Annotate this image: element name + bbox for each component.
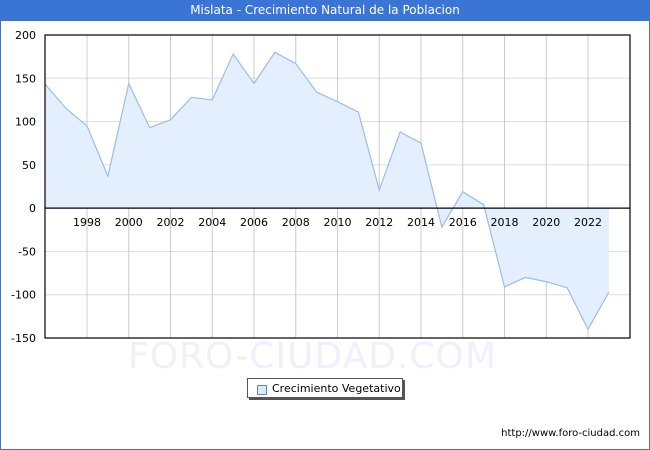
y-tick-label: -150	[11, 332, 36, 345]
legend-label: Crecimiento Vegetativo	[272, 382, 401, 395]
x-tick-label: 2012	[365, 216, 393, 229]
source-url: http://www.foro-ciudad.com	[501, 428, 640, 439]
y-tick-label: -50	[18, 245, 36, 258]
data-line	[44, 51, 610, 331]
watermark: FORO-CIUDAD.COM	[128, 336, 497, 377]
plot-border	[44, 34, 631, 339]
x-tick-label: 2006	[240, 216, 268, 229]
x-tick-label: 2008	[282, 216, 310, 229]
watermark-part2: CIUDAD.COM	[249, 336, 497, 377]
y-tick-label: 0	[29, 202, 36, 215]
x-tick-label: 2022	[574, 216, 602, 229]
x-tick-label: 2000	[115, 216, 143, 229]
y-tick-label: 50	[22, 159, 36, 172]
x-tick-label: 2010	[324, 216, 352, 229]
axes	[44, 34, 631, 339]
y-tick-label: 100	[15, 116, 36, 129]
x-tick-label: 2018	[491, 216, 519, 229]
square-swatch-icon	[257, 385, 267, 395]
y-tick-label: 150	[15, 72, 36, 85]
x-tick-label: 2020	[532, 216, 560, 229]
chart-title: Mislata - Crecimiento Natural de la Pobl…	[0, 0, 650, 21]
x-tick-label: 2014	[407, 216, 435, 229]
x-tick-label: 1998	[73, 216, 101, 229]
watermark-part1: FORO-	[128, 336, 250, 377]
y-tick-label: 200	[15, 29, 36, 42]
y-tick-label: -100	[11, 289, 36, 302]
data-area-fill	[45, 52, 609, 330]
legend: Crecimiento Vegetativo	[247, 378, 403, 398]
x-tick-label: 2002	[157, 216, 185, 229]
x-tick-label: 2016	[449, 216, 477, 229]
y-axis-ticks: 200 150 100 50 0 -50 -100 -150	[11, 29, 36, 345]
x-axis-ticks: 1998 2000 2002 2004 2006 2008 2010 2012 2014 2016…	[73, 216, 602, 229]
x-tick-label: 2004	[198, 216, 226, 229]
